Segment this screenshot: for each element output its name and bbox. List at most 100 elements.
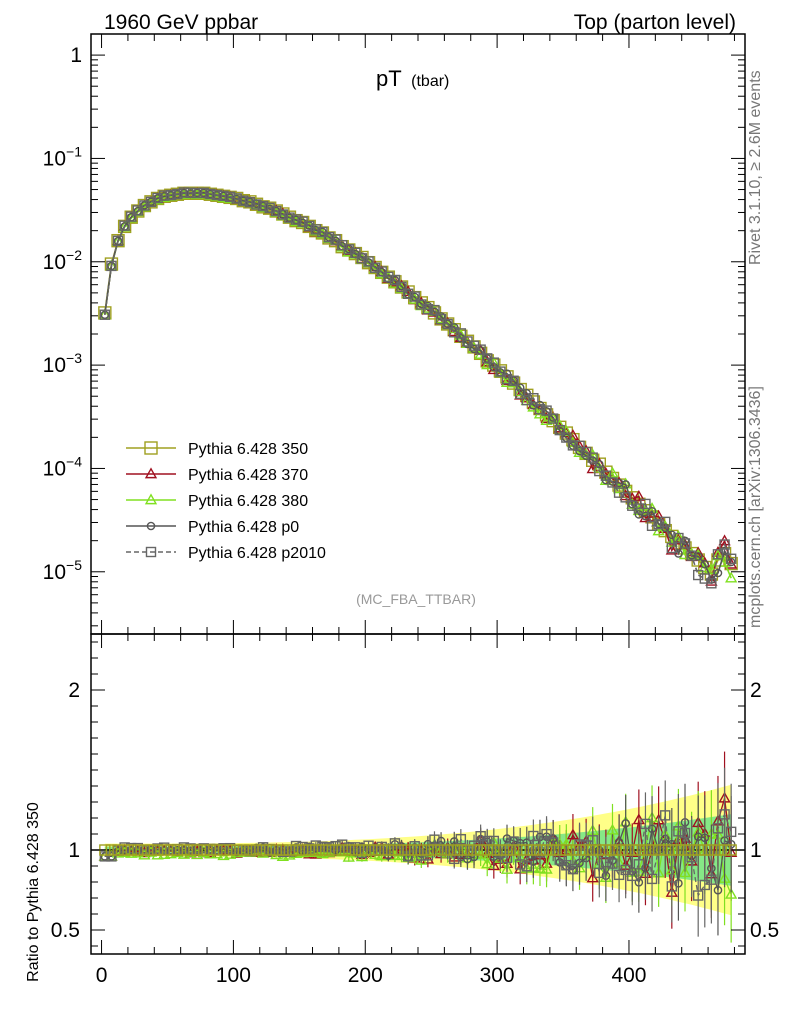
ratio-point-s0-23	[250, 844, 263, 856]
main-y-tick-label: 10−3	[43, 350, 83, 377]
ratio-point-s0-79	[619, 844, 632, 856]
main-point-s4-70	[561, 432, 572, 443]
main-point-s4-87	[673, 532, 684, 544]
ratio-point-s4-50	[429, 834, 440, 845]
ratio-point-s0-44	[389, 844, 401, 856]
main-point-s4-38	[350, 247, 361, 259]
ratio-y-tick-label-right: 1	[750, 839, 762, 862]
ratio-point-s2-57	[474, 847, 487, 859]
legend-marker-4	[145, 546, 157, 558]
main-point-s4-8	[152, 192, 163, 204]
main-point-s4-53	[449, 327, 460, 338]
ratio-point-s0-11	[171, 844, 184, 856]
legend-marker-1	[144, 467, 158, 479]
main-point-s3-82	[641, 511, 650, 521]
main-point-s4-50	[429, 304, 440, 316]
ratio-point-s4-88	[679, 827, 691, 839]
main-point-s4-18	[218, 190, 229, 202]
ratio-point-s0-48	[415, 844, 427, 856]
ratio-point-s0-66	[534, 844, 546, 856]
legend-marker-0	[144, 441, 158, 455]
ratio-point-s4-63	[514, 859, 526, 870]
ratio-point-s0-71	[567, 844, 579, 856]
ratio-point-s0-82	[639, 844, 652, 856]
main-point-s4-60	[495, 366, 506, 377]
ratio-y-tick-label-left: 0.5	[51, 919, 80, 942]
ratio-point-s0-20	[230, 844, 243, 856]
ratio-point-s4-95	[725, 826, 737, 838]
main-y-tick-label: 1	[70, 44, 82, 67]
ratio-point-s0-22	[244, 844, 256, 856]
ratio-point-s4-91	[699, 879, 710, 891]
ratio-point-s0-78	[613, 844, 625, 856]
ratio-point-s0-55	[461, 844, 474, 856]
main-point-s4-90	[692, 569, 704, 581]
main-point-s4-88	[679, 538, 691, 549]
main-point-s4-73	[580, 446, 592, 458]
ratio-point-s0-21	[237, 844, 249, 856]
ratio-point-s0-81	[633, 844, 645, 856]
ratio-point-s0-73	[580, 844, 592, 856]
main-point-s4-3	[119, 220, 130, 231]
main-y-tick-label: 10−4	[43, 453, 83, 480]
ratio-point-s3-93	[713, 885, 723, 895]
ratio-point-s0-2	[112, 844, 124, 856]
main-point-s3-72	[575, 446, 584, 456]
main-point-s4-43	[383, 271, 394, 283]
main-point-s4-12	[178, 187, 190, 198]
ratio-point-s4-89	[686, 852, 697, 863]
ratio-point-s0-57	[474, 844, 487, 856]
main-point-s3-84	[654, 519, 663, 529]
main-point-s4-14	[191, 187, 203, 199]
ratio-point-s0-9	[158, 844, 170, 856]
main-point-s4-93	[712, 549, 724, 560]
ratio-point-s2-88	[678, 866, 692, 878]
legend-label-4: Pythia 6.428 p2010	[188, 545, 326, 562]
main-x-ticks	[101, 34, 735, 634]
main-point-s4-41	[369, 262, 381, 273]
main-point-s4-61	[501, 373, 513, 385]
ratio-point-s0-52	[441, 844, 454, 856]
ratio-point-s0-15	[198, 844, 210, 856]
main-point-s4-44	[389, 274, 401, 286]
main-point-s4-39	[356, 253, 368, 264]
header-left-label: 1960 GeV ppbar	[104, 11, 258, 34]
ratio-point-s0-70	[560, 844, 573, 856]
main-point-s4-17	[211, 189, 223, 201]
ratio-point-s0-72	[573, 844, 586, 856]
main-point-s4-32	[310, 224, 322, 235]
main-point-s4-15	[198, 187, 209, 199]
main-point-s4-24	[257, 200, 269, 212]
legend-label-3: Pythia 6.428 p0	[188, 519, 299, 536]
ratio-point-s3-64	[522, 838, 532, 847]
legend-label-2: Pythia 6.428 380	[188, 493, 308, 510]
ratio-point-s0-87	[672, 844, 685, 856]
main-point-s4-2	[112, 235, 124, 247]
ratio-point-s0-86	[666, 844, 678, 856]
ratio-point-s4-75	[594, 867, 605, 879]
ratio-point-s3-91	[700, 833, 710, 843]
legend-marker-2	[144, 493, 158, 505]
ratio-point-s4-86	[666, 881, 678, 892]
ratio-point-s4-65	[528, 830, 539, 842]
ratio-point-s4-77	[607, 858, 618, 869]
ratio-point-s0-3	[118, 844, 131, 856]
ratio-point-s3-82	[641, 863, 650, 873]
ratio-point-s0-38	[349, 844, 362, 856]
main-series-layer	[98, 186, 738, 589]
ratio-point-s2-58	[481, 857, 494, 869]
ratio-point-s4-80	[627, 870, 638, 882]
main-point-s4-29	[290, 214, 302, 225]
ratio-point-s4-67	[541, 828, 552, 840]
ratio-point-s0-91	[699, 844, 711, 856]
main-point-s4-80	[627, 500, 638, 511]
main-point-s4-65	[528, 392, 539, 404]
main-point-s4-21	[238, 195, 249, 206]
main-point-s4-66	[534, 404, 546, 415]
main-point-s4-47	[409, 291, 420, 302]
main-point-s4-86	[666, 542, 678, 554]
main-point-s3-2	[113, 236, 123, 246]
main-y-tick-label: 10−5	[43, 557, 83, 584]
ratio-point-s0-32	[310, 844, 322, 856]
main-point-s4-94	[719, 539, 730, 550]
